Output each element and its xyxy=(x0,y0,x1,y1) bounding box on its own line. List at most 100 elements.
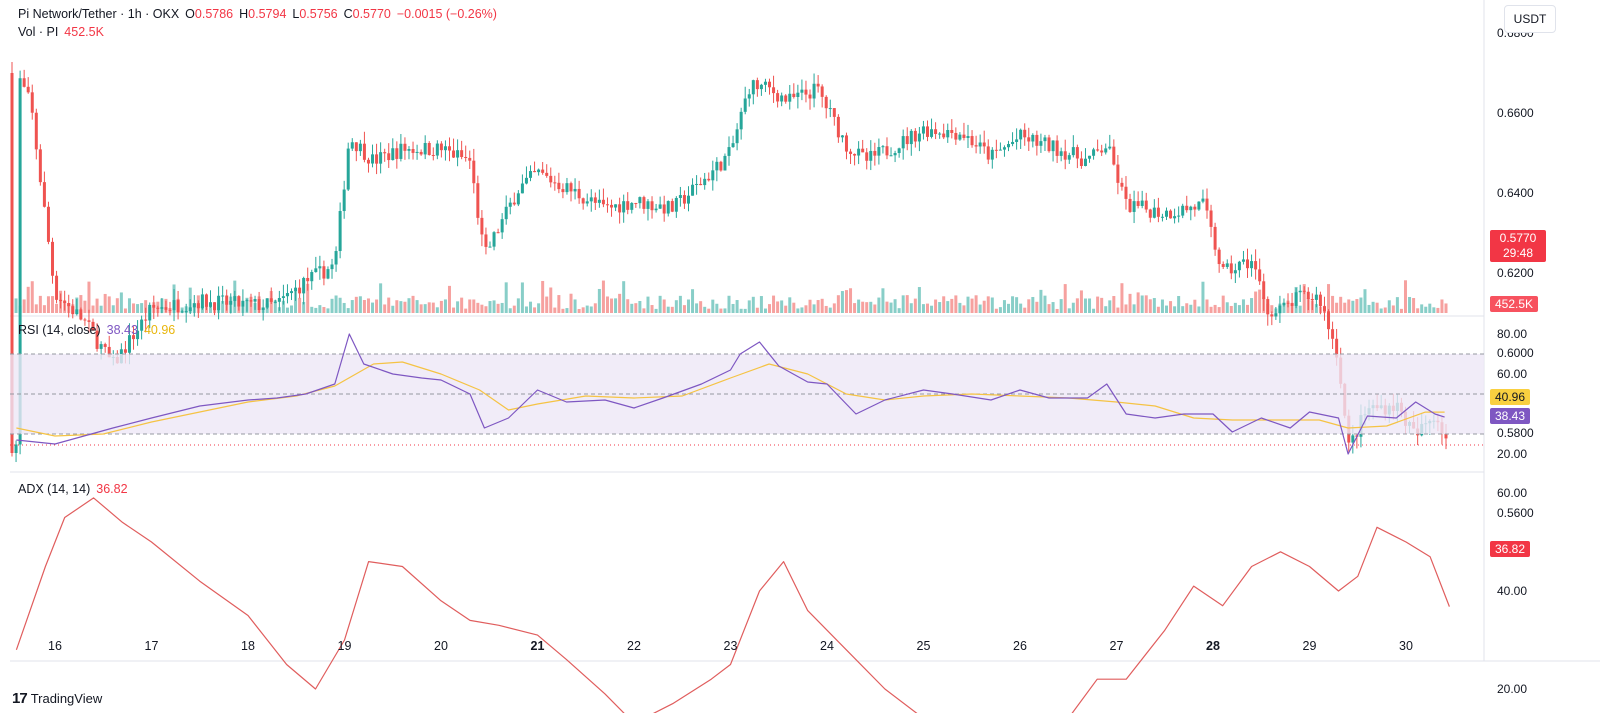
volume-bar xyxy=(1266,303,1270,313)
volume-bar xyxy=(107,296,111,313)
volume-bar xyxy=(820,298,824,313)
close-label: C xyxy=(343,7,353,21)
candle-body xyxy=(792,93,796,97)
symbol-title[interactable]: Pi Network/Tether · 1h · OKX xyxy=(18,7,180,21)
candle-body xyxy=(330,264,334,270)
volume-bar xyxy=(1067,308,1071,313)
volume-bar xyxy=(537,303,541,313)
volume-bar xyxy=(140,303,144,313)
volume-bar xyxy=(601,280,605,313)
candle-body xyxy=(411,149,415,153)
candle-body xyxy=(768,81,772,88)
adx-label[interactable]: ADX (14, 14) xyxy=(18,482,91,496)
candle-body xyxy=(1140,200,1144,206)
volume-bar xyxy=(383,304,387,313)
candle-body xyxy=(1185,205,1189,211)
candle-body xyxy=(788,93,792,102)
volume-bar xyxy=(792,302,796,313)
price-tick-label: 0.6600 xyxy=(1497,106,1534,120)
candle-body xyxy=(820,86,824,97)
candle-body xyxy=(1063,151,1067,160)
volume-bar xyxy=(711,299,715,313)
candle-body xyxy=(281,296,285,299)
candle-body xyxy=(431,154,435,156)
volume-bar xyxy=(46,296,50,313)
volume-bar xyxy=(642,308,646,313)
candle-body xyxy=(618,204,622,213)
volume-bar xyxy=(1071,302,1075,313)
candle-body xyxy=(383,152,387,154)
volume-bar xyxy=(743,308,747,313)
volume-bar xyxy=(403,301,407,313)
volume-bar xyxy=(213,307,217,313)
candle-body xyxy=(755,80,759,90)
candle-body xyxy=(962,134,966,138)
candle-body xyxy=(654,208,658,211)
candle-body xyxy=(1104,148,1108,153)
candle-body xyxy=(265,298,269,308)
candle-body xyxy=(144,319,148,321)
volume-bar xyxy=(853,303,857,313)
adx-value: 36.82 xyxy=(96,482,128,496)
volume-bar xyxy=(1403,280,1407,313)
volume-bar xyxy=(1011,296,1015,313)
volume-bar xyxy=(739,308,743,313)
tradingview-logo-icon[interactable]: 17 xyxy=(12,690,28,707)
volume-bar xyxy=(597,288,601,313)
candle-body xyxy=(751,80,755,95)
volume-bar xyxy=(1237,305,1241,313)
volume-bar xyxy=(950,298,954,313)
volume-bar xyxy=(545,296,549,313)
volume-bar xyxy=(638,300,642,313)
price-tick-label: 0.6200 xyxy=(1497,266,1534,280)
candle-body xyxy=(1156,207,1160,217)
candle-body xyxy=(772,87,776,94)
volume-label[interactable]: Vol · PI xyxy=(18,25,59,39)
volume-bar xyxy=(634,303,638,313)
candle-body xyxy=(1100,150,1104,153)
change-value: −0.0015 (−0.26%) xyxy=(396,7,497,21)
candle-body xyxy=(30,92,34,113)
volume-bar xyxy=(63,300,67,313)
candle-body xyxy=(893,153,897,156)
candle-body xyxy=(439,143,443,151)
candle-body xyxy=(468,157,472,161)
candle-body xyxy=(1262,281,1266,300)
volume-bar xyxy=(1063,284,1067,313)
price-tick-label: 0.6400 xyxy=(1497,186,1534,200)
candle-body xyxy=(808,94,812,99)
volume-bar xyxy=(14,298,18,313)
volume-bar xyxy=(1306,297,1310,313)
candle-body xyxy=(443,146,447,151)
volume-bar xyxy=(67,303,71,313)
volume-bar xyxy=(87,281,91,313)
volume-bar xyxy=(168,307,172,313)
adx-badge: 36.82 xyxy=(1490,541,1531,557)
high-value: 0.5794 xyxy=(248,7,287,21)
volume-bar xyxy=(840,291,844,313)
volume-bar xyxy=(1436,307,1440,313)
candle-body xyxy=(650,201,654,211)
candle-body xyxy=(869,150,873,161)
volume-bar xyxy=(281,300,285,313)
footer-brand[interactable]: TradingView xyxy=(30,691,103,706)
candle-body xyxy=(1213,226,1217,250)
volume-bar xyxy=(670,306,674,313)
volume-bar xyxy=(691,289,695,313)
volume-bar xyxy=(1233,302,1237,313)
volume-bar xyxy=(354,296,358,313)
currency-button[interactable]: USDT xyxy=(1504,5,1556,33)
candle-body xyxy=(1274,313,1278,317)
volume-bar xyxy=(261,307,265,313)
candle-body xyxy=(14,444,18,453)
rsi-label[interactable]: RSI (14, close) xyxy=(18,323,101,337)
candle-body xyxy=(832,108,836,117)
price-badge: 0.5770 29:48 xyxy=(1490,230,1546,262)
volume-bar xyxy=(1444,303,1448,313)
low-label: L xyxy=(292,7,300,21)
candle-body xyxy=(391,148,395,161)
volume-bar xyxy=(366,298,370,313)
time-tick-label: 28 xyxy=(1206,639,1220,653)
candle-body xyxy=(290,291,294,294)
volume-bar xyxy=(719,308,723,313)
